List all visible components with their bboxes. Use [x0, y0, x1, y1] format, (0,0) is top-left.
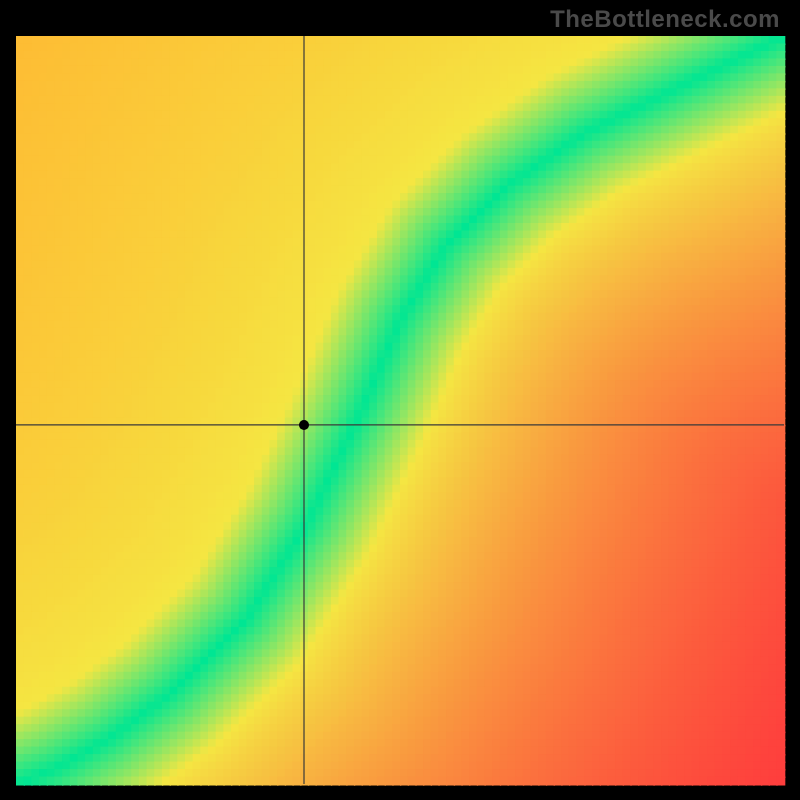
- watermark-text: TheBottleneck.com: [550, 6, 780, 34]
